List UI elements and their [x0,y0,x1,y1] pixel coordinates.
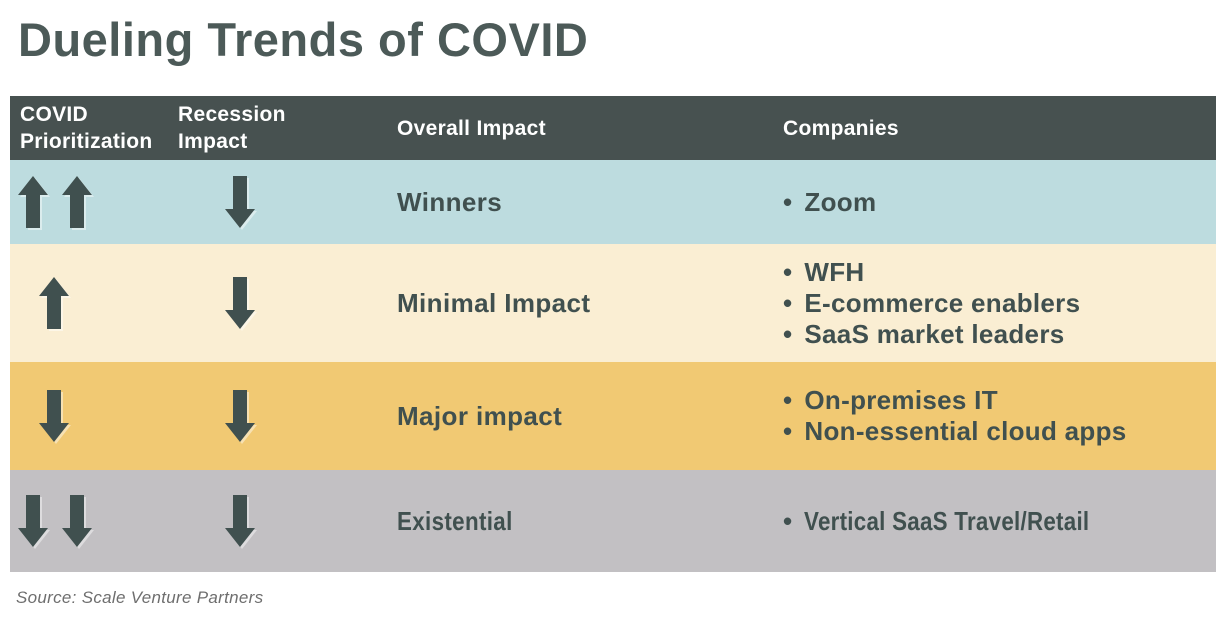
companies-cell: On-premises IT Non-essential cloud apps [775,362,1216,470]
companies-list: Vertical SaaS Travel/Retail [783,506,1136,537]
covid-prioritization-cell [10,470,175,572]
company-item: E-commerce enablers [783,288,1080,319]
trends-table: COVID Prioritization Recession Impact Ov… [10,96,1216,572]
companies-cell: Zoom [775,160,1216,244]
company-item: WFH [783,257,1080,288]
companies-list: WFH E-commerce enablers SaaS market lead… [783,257,1080,350]
column-header-covid-prioritization: COVID Prioritization [20,103,153,153]
company-item: Vertical SaaS Travel/Retail [783,506,1136,537]
up-arrow-icon [18,176,48,228]
covid-prioritization-cell [10,362,175,470]
companies-cell: Vertical SaaS Travel/Retail [775,470,1216,572]
covid-prioritization-cell [10,244,175,362]
recession-impact-cell [175,362,390,470]
covid-prioritization-cell [10,160,175,244]
column-header-recession-impact: Recession Impact [178,103,286,153]
up-arrow-icon [62,176,92,228]
source-note: Source: Scale Venture Partners [16,588,264,607]
overall-impact-label: Winners [397,186,503,217]
companies-list: Zoom [783,187,876,218]
column-header-overall-impact: Overall Impact [397,116,546,140]
overall-impact-label: Minimal Impact [397,287,591,318]
companies-cell: WFH E-commerce enablers SaaS market lead… [775,244,1216,362]
down-arrow-icon [39,390,69,442]
column-header-companies: Companies [783,116,899,140]
table-row-major-impact: Major impact On-premises IT Non-essentia… [10,362,1216,470]
table-header-row: COVID Prioritization Recession Impact Ov… [10,96,1216,160]
companies-list: On-premises IT Non-essential cloud apps [783,385,1127,447]
up-arrow-icon [39,277,69,329]
company-item: SaaS market leaders [783,319,1080,350]
down-arrow-icon [62,495,92,547]
table-row-minimal-impact: Minimal Impact WFH E-commerce enablers S… [10,244,1216,362]
page-title: Dueling Trends of COVID [18,13,589,66]
recession-impact-cell [175,160,390,244]
table-row-winners: Winners Zoom [10,160,1216,244]
down-arrow-icon [225,495,255,547]
down-arrow-icon [18,495,48,547]
down-arrow-icon [225,390,255,442]
recession-impact-cell [175,470,390,572]
overall-impact-label: Existential [397,505,513,536]
company-item: Non-essential cloud apps [783,416,1127,447]
company-item: Zoom [783,187,876,218]
down-arrow-icon [225,176,255,228]
recession-impact-cell [175,244,390,362]
overall-impact-label: Major impact [397,400,563,431]
company-item: On-premises IT [783,385,1127,416]
table-row-existential: Existential Vertical SaaS Travel/Retail [10,470,1216,572]
down-arrow-icon [225,277,255,329]
